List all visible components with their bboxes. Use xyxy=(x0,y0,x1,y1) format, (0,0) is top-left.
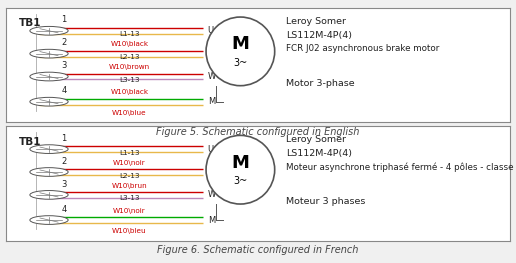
Text: W: W xyxy=(207,190,216,199)
Circle shape xyxy=(30,145,68,154)
Text: Moteur 3 phases: Moteur 3 phases xyxy=(286,197,365,206)
Text: W: W xyxy=(207,72,216,81)
Text: Motor 3-phase: Motor 3-phase xyxy=(286,79,354,88)
Text: L1-13: L1-13 xyxy=(119,150,140,156)
Text: M: M xyxy=(207,97,215,106)
Text: L2-13: L2-13 xyxy=(119,54,140,60)
Text: V: V xyxy=(207,49,214,58)
Text: W10\brown: W10\brown xyxy=(109,64,150,70)
Circle shape xyxy=(30,216,68,224)
Text: M: M xyxy=(232,36,249,53)
Text: 1: 1 xyxy=(61,134,67,143)
Text: Figure 5. Schematic configured in English: Figure 5. Schematic configured in Englis… xyxy=(156,127,360,137)
Circle shape xyxy=(30,26,68,35)
Text: W10\noir: W10\noir xyxy=(113,208,146,214)
Text: 2: 2 xyxy=(61,157,67,166)
Ellipse shape xyxy=(206,135,275,204)
Text: 3~: 3~ xyxy=(233,58,248,68)
Circle shape xyxy=(30,49,68,58)
Text: 2: 2 xyxy=(61,38,67,47)
Text: L2-13: L2-13 xyxy=(119,173,140,179)
Text: W10\brun: W10\brun xyxy=(112,183,148,189)
Text: W10\blue: W10\blue xyxy=(112,110,147,116)
Text: 3: 3 xyxy=(61,180,67,189)
Text: 3~: 3~ xyxy=(233,176,248,186)
Text: TB1: TB1 xyxy=(19,18,41,28)
Circle shape xyxy=(30,97,68,106)
Text: L3-13: L3-13 xyxy=(119,195,140,201)
Text: 4: 4 xyxy=(61,87,67,95)
Text: 4: 4 xyxy=(61,205,67,214)
Text: FCR J02 asynchronous brake motor: FCR J02 asynchronous brake motor xyxy=(286,44,439,53)
Text: U: U xyxy=(207,145,214,154)
Text: L1-13: L1-13 xyxy=(119,31,140,37)
Text: 1: 1 xyxy=(61,16,67,24)
Circle shape xyxy=(30,72,68,81)
Text: W10\bleu: W10\bleu xyxy=(112,228,147,234)
Text: M: M xyxy=(232,154,249,172)
Text: L3-13: L3-13 xyxy=(119,77,140,83)
Text: LS112M-4P(4): LS112M-4P(4) xyxy=(286,149,352,158)
Text: LS112M-4P(4): LS112M-4P(4) xyxy=(286,31,352,40)
Text: Leroy Somer: Leroy Somer xyxy=(286,135,346,144)
Circle shape xyxy=(30,190,68,199)
Text: W10\noir: W10\noir xyxy=(113,160,146,166)
Text: W10\black: W10\black xyxy=(110,41,149,47)
Text: TB1: TB1 xyxy=(19,136,41,146)
Text: W10\black: W10\black xyxy=(110,89,149,95)
Text: Figure 6. Schematic configured in French: Figure 6. Schematic configured in French xyxy=(157,245,359,255)
Ellipse shape xyxy=(206,17,275,86)
Text: Leroy Somer: Leroy Somer xyxy=(286,17,346,26)
Text: Moteur asynchrone triphasé fermé - 4 pôles - classe F: Moteur asynchrone triphasé fermé - 4 pôl… xyxy=(286,163,516,172)
Text: M: M xyxy=(207,216,215,225)
Text: 3: 3 xyxy=(61,61,67,70)
Text: U: U xyxy=(207,26,214,35)
Circle shape xyxy=(30,168,68,176)
Text: V: V xyxy=(207,168,214,176)
